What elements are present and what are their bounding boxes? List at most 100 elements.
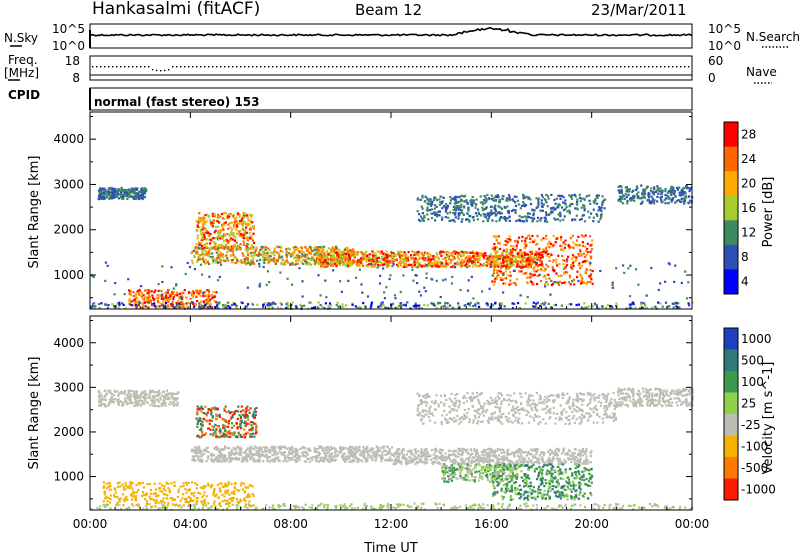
freq-dot — [376, 66, 378, 68]
echo-cell — [284, 459, 287, 462]
echo-cell — [422, 254, 425, 257]
echo-cell — [116, 399, 119, 402]
echo-cell — [320, 265, 323, 268]
echo-cell — [363, 254, 366, 257]
echo-cell — [280, 246, 283, 249]
echo-cell — [250, 235, 253, 238]
echo-cell — [191, 262, 194, 265]
echo-cell — [230, 303, 233, 307]
echo-cell — [548, 256, 551, 259]
echo-cell — [242, 240, 245, 243]
echo-cell — [246, 239, 249, 242]
echo-cell — [250, 424, 253, 427]
echo-cell — [537, 254, 540, 257]
echo-cell — [239, 234, 242, 238]
echo-cell — [301, 252, 304, 255]
echo-cell — [495, 220, 498, 223]
echo-cell — [512, 282, 515, 285]
echo-cell — [550, 279, 553, 282]
echo-cell — [137, 395, 140, 398]
echo-cell — [484, 207, 487, 210]
echo-cell — [104, 191, 107, 194]
echo-cell — [165, 294, 168, 297]
echo-cell — [656, 188, 659, 191]
echo-cell — [387, 306, 390, 310]
colorbar-tick-label: 8 — [741, 250, 749, 264]
echo-cell — [100, 394, 103, 397]
echo-cell — [456, 262, 459, 266]
echo-cell — [539, 253, 542, 256]
echo-cell — [674, 264, 677, 267]
colorbar-segment — [724, 122, 738, 148]
echo-cell — [203, 260, 206, 263]
echo-cell — [478, 257, 481, 260]
echo-cell — [219, 215, 222, 218]
echo-cell — [483, 199, 486, 202]
echo-cell — [105, 190, 108, 193]
echo-cell — [531, 251, 534, 254]
freq-dot — [172, 66, 174, 68]
echo-cell — [238, 414, 241, 417]
echo-cell — [394, 306, 397, 309]
echo-cell — [475, 252, 478, 255]
echo-cell — [453, 262, 456, 265]
echo-cell — [560, 244, 563, 247]
echo-cell — [664, 193, 667, 197]
echo-cell — [206, 302, 209, 305]
echo-cell — [439, 250, 442, 253]
echo-cell — [262, 304, 265, 307]
echo-cell — [361, 263, 364, 266]
echo-cell — [227, 435, 230, 438]
echo-cell — [598, 206, 601, 209]
echo-cell — [136, 402, 139, 405]
echo-cell — [372, 260, 375, 263]
echo-cell — [485, 198, 488, 201]
echo-cell — [185, 302, 188, 305]
echo-cell — [217, 238, 220, 241]
echo-cell — [293, 256, 296, 260]
echo-cell — [193, 249, 196, 252]
echo-cell — [567, 303, 571, 306]
echo-cell — [229, 226, 232, 229]
echo-cell — [102, 398, 105, 401]
echo-cell — [292, 253, 295, 256]
echo-cell — [204, 304, 207, 307]
echo-cell — [376, 266, 379, 269]
echo-cell — [531, 281, 534, 284]
echo-cell — [514, 260, 518, 263]
echo-cell — [109, 398, 112, 401]
echo-cell — [429, 198, 432, 201]
echo-cell — [430, 208, 433, 211]
echo-cell — [400, 251, 403, 254]
echo-cell — [170, 303, 173, 306]
echo-cell — [474, 258, 478, 261]
echo-cell — [452, 255, 455, 258]
echo-cell — [197, 241, 200, 244]
echo-cell — [475, 198, 478, 201]
freq-dot — [108, 66, 110, 68]
echo-cell — [267, 262, 270, 265]
echo-cell — [157, 289, 160, 292]
echo-cell — [541, 256, 544, 259]
echo-cell — [196, 251, 199, 254]
echo-cell — [353, 251, 356, 254]
echo-cell — [401, 260, 404, 264]
echo-cell — [241, 413, 244, 416]
echo-cell — [460, 194, 463, 197]
echo-cell — [267, 257, 270, 260]
echo-cell — [525, 219, 528, 223]
echo-cell — [196, 224, 199, 227]
echo-cell — [474, 254, 477, 258]
echo-cell — [403, 258, 406, 261]
echo-cell — [549, 212, 552, 215]
echo-cell — [171, 303, 174, 306]
echo-cell — [140, 285, 143, 288]
echo-cell — [547, 273, 550, 276]
echo-cell — [508, 257, 511, 260]
echo-cell — [251, 429, 254, 432]
echo-cell — [216, 304, 219, 307]
echo-cell — [196, 422, 199, 426]
echo-cell — [669, 188, 672, 191]
freq-dot — [332, 66, 334, 68]
echo-cell — [449, 211, 452, 214]
